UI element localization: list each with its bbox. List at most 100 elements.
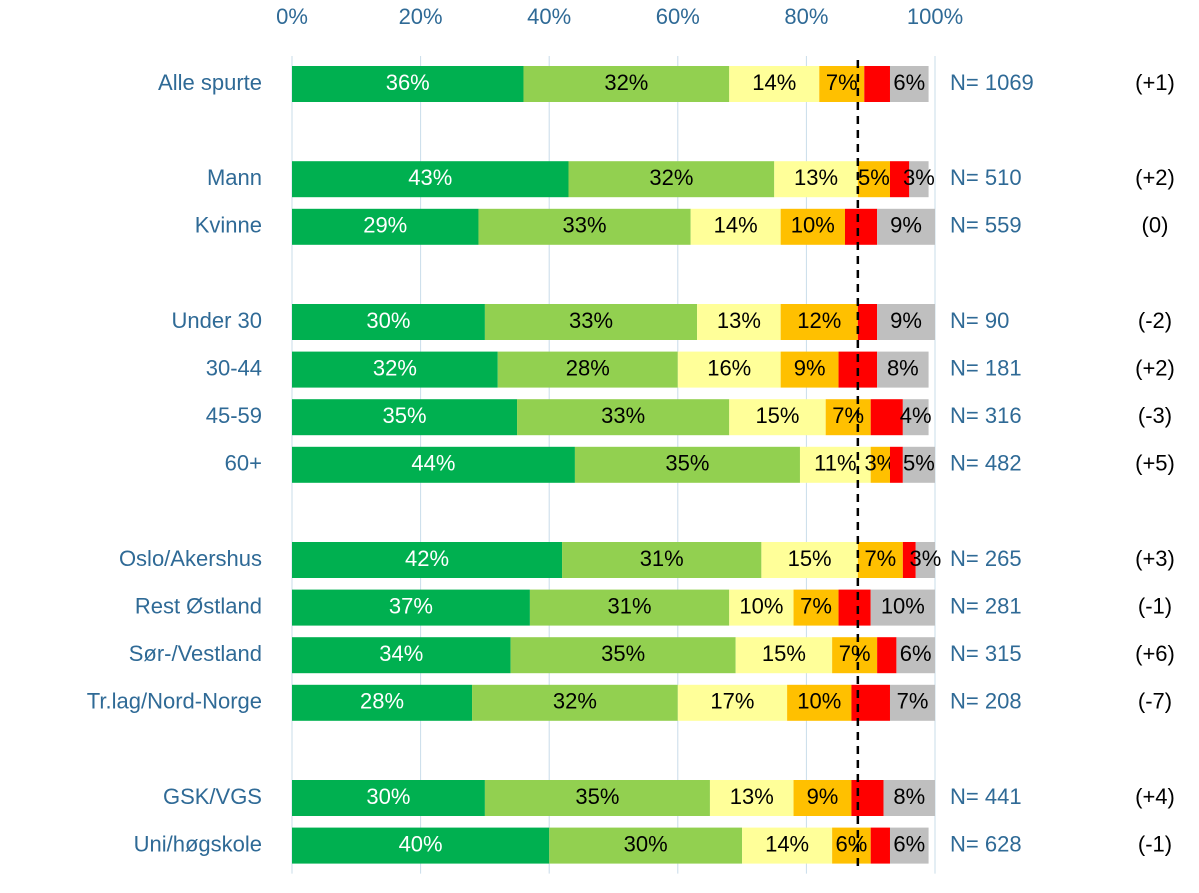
value-label: 13% bbox=[730, 784, 774, 809]
value-label: 9% bbox=[807, 784, 839, 809]
bar-segment bbox=[729, 399, 826, 436]
bar-segment bbox=[857, 161, 890, 198]
value-label: 16% bbox=[707, 355, 751, 380]
bar-segment bbox=[690, 208, 781, 245]
category-label: Uni/høgskole bbox=[134, 831, 262, 856]
value-label: 10% bbox=[881, 593, 925, 618]
category-label: Kvinne bbox=[195, 213, 262, 238]
category-label: Tr.lag/Nord-Norge bbox=[87, 689, 262, 714]
value-label: 3% bbox=[909, 546, 941, 571]
bar-segment bbox=[735, 637, 833, 674]
category-label: 45-59 bbox=[206, 403, 262, 428]
n-label: N= 90 bbox=[950, 308, 1009, 333]
n-label: N= 281 bbox=[950, 593, 1022, 618]
value-label: 9% bbox=[890, 308, 922, 333]
value-label: 28% bbox=[360, 689, 404, 714]
bar-segment bbox=[870, 399, 903, 436]
bar-segment bbox=[472, 684, 678, 721]
value-label: 31% bbox=[640, 546, 684, 571]
n-label: N= 482 bbox=[950, 451, 1022, 476]
value-label: 32% bbox=[553, 689, 597, 714]
bar-segment bbox=[484, 304, 698, 340]
bar-segment bbox=[562, 542, 762, 578]
x-tick-label: 0% bbox=[276, 4, 308, 29]
bar-segment bbox=[902, 399, 929, 436]
value-label: 5% bbox=[903, 451, 935, 476]
value-label: 40% bbox=[399, 831, 443, 856]
n-label: N= 315 bbox=[950, 641, 1022, 666]
x-tick-label: 100% bbox=[907, 4, 963, 29]
bar-segment bbox=[742, 827, 833, 864]
bar-segment bbox=[851, 780, 884, 816]
bar-segment bbox=[292, 208, 479, 245]
value-label: 14% bbox=[752, 70, 796, 95]
bar-segment bbox=[870, 446, 890, 483]
bar-segment bbox=[517, 399, 730, 436]
bar-segment bbox=[857, 304, 878, 340]
bar-segment bbox=[870, 827, 890, 864]
bar-segment bbox=[902, 542, 916, 578]
bar-segment bbox=[844, 208, 878, 245]
value-label: 30% bbox=[366, 308, 410, 333]
bar-segment bbox=[780, 351, 839, 388]
bar-segment bbox=[889, 684, 935, 721]
value-label: 35% bbox=[601, 641, 645, 666]
bar-segment bbox=[292, 446, 575, 483]
bar-segment bbox=[909, 161, 929, 198]
change-label: (0) bbox=[1142, 213, 1169, 238]
bar-segment bbox=[896, 637, 935, 674]
bar-segment bbox=[292, 351, 498, 388]
value-label: 15% bbox=[762, 641, 806, 666]
bar-segment bbox=[832, 827, 871, 864]
change-label: (+3) bbox=[1135, 546, 1175, 571]
value-label: 8% bbox=[893, 784, 925, 809]
change-label: (+6) bbox=[1135, 641, 1175, 666]
value-label: 30% bbox=[366, 784, 410, 809]
bar-segment bbox=[889, 161, 910, 198]
value-label: 35% bbox=[383, 403, 427, 428]
value-label: 44% bbox=[411, 451, 455, 476]
value-label: 11% bbox=[814, 451, 856, 476]
bar-segment bbox=[529, 589, 730, 626]
category-label: 30-44 bbox=[206, 355, 262, 380]
n-label: N= 1069 bbox=[950, 70, 1034, 95]
n-label: N= 316 bbox=[950, 403, 1022, 428]
value-label: 4% bbox=[900, 403, 932, 428]
change-label: (+2) bbox=[1135, 165, 1175, 190]
bar-segment bbox=[793, 780, 852, 816]
value-label: 33% bbox=[563, 213, 607, 238]
bar-segment bbox=[677, 351, 781, 388]
value-label: 9% bbox=[890, 213, 922, 238]
change-label: (-7) bbox=[1138, 689, 1172, 714]
bar-segment bbox=[729, 66, 820, 102]
value-label: 43% bbox=[408, 165, 452, 190]
bar-segment bbox=[825, 399, 871, 436]
value-label: 7% bbox=[832, 403, 864, 428]
value-label: 42% bbox=[405, 546, 449, 571]
x-tick-label: 20% bbox=[399, 4, 443, 29]
value-label: 14% bbox=[714, 213, 758, 238]
bar-segment bbox=[877, 351, 929, 388]
bar-segment bbox=[292, 542, 563, 578]
bar-segment bbox=[568, 161, 775, 198]
value-label: 34% bbox=[379, 641, 423, 666]
bar-segment bbox=[497, 351, 678, 388]
bar-segment bbox=[292, 66, 524, 102]
bar-segment bbox=[877, 208, 935, 245]
bar-segment bbox=[523, 66, 730, 102]
value-label: 6% bbox=[900, 641, 932, 666]
bar-segment bbox=[787, 684, 852, 721]
bar-segment bbox=[729, 589, 794, 626]
change-label: (-3) bbox=[1138, 403, 1172, 428]
bar-segment bbox=[870, 589, 935, 626]
value-label: 6% bbox=[893, 70, 925, 95]
value-label: 14% bbox=[765, 831, 809, 856]
bar-segment bbox=[857, 542, 903, 578]
value-label: 36% bbox=[386, 70, 430, 95]
value-label: 31% bbox=[608, 593, 652, 618]
bar-segment bbox=[292, 780, 485, 816]
bar-segment bbox=[292, 827, 550, 864]
n-label: N= 559 bbox=[950, 213, 1022, 238]
change-label: (+1) bbox=[1135, 70, 1175, 95]
